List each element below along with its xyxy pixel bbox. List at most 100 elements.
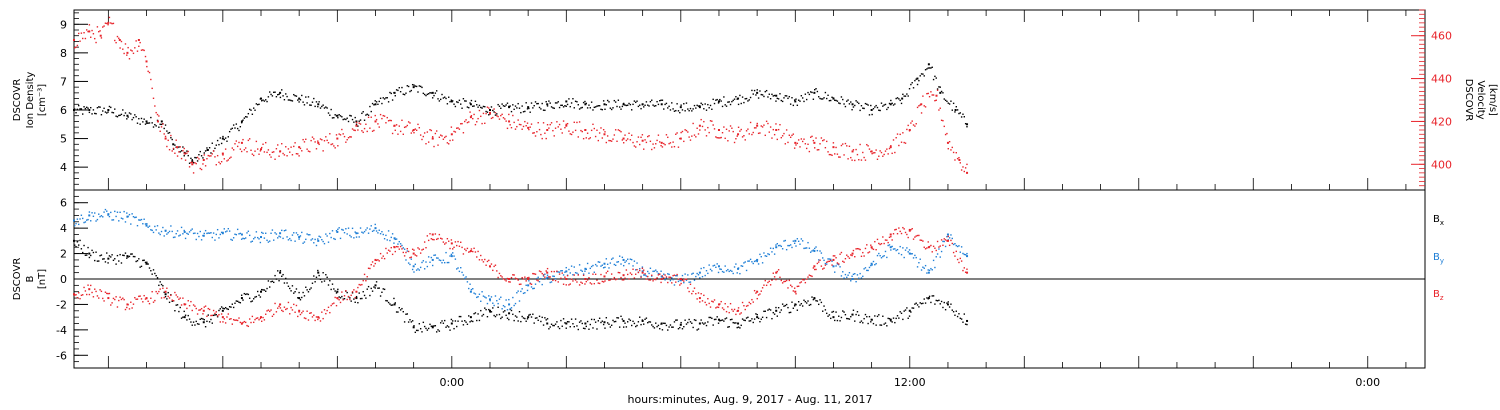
scatter-dot-velocity xyxy=(265,141,267,144)
data-point-Bx xyxy=(431,326,434,329)
scatter-dot-velocity xyxy=(301,150,303,152)
scatter-dot-velocity xyxy=(898,144,900,147)
scatter-dot-By xyxy=(421,261,423,264)
scatter-dot-By xyxy=(291,234,294,236)
scatter-dot-Bz xyxy=(565,284,567,286)
scatter-dot-Bz xyxy=(135,298,137,300)
scatter-dot-density xyxy=(122,109,124,111)
scatter-dot-By xyxy=(445,251,447,254)
scatter-dot-density xyxy=(733,98,736,100)
scatter-dot-Bz xyxy=(524,276,526,278)
scatter-dot-By xyxy=(206,232,208,235)
scatter-dot-density xyxy=(512,104,514,106)
scatter-dot-velocity xyxy=(375,118,378,121)
scatter-dot-By xyxy=(753,260,756,263)
scatter-dot-Bx xyxy=(485,308,487,311)
scatter-dot-density xyxy=(389,91,391,94)
scatter-dot-Bz xyxy=(564,276,566,278)
scatter-dot-Bz xyxy=(631,273,633,276)
scatter-dot-By xyxy=(168,230,171,233)
scatter-dot-density xyxy=(546,105,549,107)
scatter-dot-velocity xyxy=(351,128,354,130)
scatter-dot-density xyxy=(581,106,583,109)
data-point-Bx xyxy=(737,322,740,325)
scatter-dot-Bz xyxy=(382,255,384,257)
data-point-density xyxy=(126,114,129,117)
scatter-dot-density xyxy=(914,79,916,82)
scatter-dot-Bx xyxy=(326,276,328,278)
scatter-dot-velocity xyxy=(793,147,796,149)
scatter-dot-Bz xyxy=(739,313,741,315)
data-point-Bx xyxy=(126,255,129,258)
scatter-dot-By xyxy=(716,263,718,265)
scatter-dot-density xyxy=(310,104,312,106)
scatter-dot-By xyxy=(295,232,298,234)
scatter-dot-By xyxy=(805,247,808,249)
scatter-dot-density xyxy=(282,95,284,97)
scatter-dot-density xyxy=(681,109,684,111)
scatter-dot-Bx xyxy=(126,257,128,259)
scatter-dot-Bz xyxy=(622,279,625,281)
scatter-dot-velocity xyxy=(785,129,788,131)
scatter-dot-Bx xyxy=(302,291,304,294)
scatter-dot-Bz xyxy=(501,276,503,278)
scatter-dot-Bx xyxy=(524,317,526,320)
scatter-dot-density xyxy=(248,108,251,111)
scatter-dot-density xyxy=(939,86,941,88)
scatter-dot-Bz xyxy=(140,298,143,300)
scatter-dot-Bz xyxy=(114,298,116,301)
scatter-dot-By xyxy=(116,211,119,213)
scatter-dot-Bz xyxy=(236,319,239,322)
scatter-dot-density xyxy=(337,116,339,119)
scatter-dot-Bx xyxy=(560,319,562,322)
scatter-dot-By xyxy=(850,280,852,282)
scatter-dot-density xyxy=(651,99,653,101)
scatter-dot-By xyxy=(831,260,833,262)
scatter-dot-By xyxy=(266,239,268,242)
scatter-dot-Bx xyxy=(867,322,869,325)
scatter-dot-velocity xyxy=(291,154,294,156)
scatter-dot-By xyxy=(108,215,111,218)
scatter-dot-By xyxy=(622,264,625,267)
scatter-dot-density xyxy=(635,101,637,104)
scatter-dot-Bx xyxy=(755,313,757,315)
scatter-dot-Bx xyxy=(565,327,567,329)
scatter-dot-By xyxy=(772,247,774,250)
scatter-dot-density xyxy=(871,113,873,116)
scatter-dot-Bx xyxy=(684,319,686,321)
data-point-velocity xyxy=(99,34,102,37)
scatter-dot-Bx xyxy=(216,316,219,318)
scatter-dot-Bx xyxy=(561,325,563,327)
scatter-dot-density xyxy=(643,106,645,108)
scatter-dot-density xyxy=(918,79,920,82)
scatter-dot-Bx xyxy=(353,298,355,300)
data-point-velocity xyxy=(546,129,549,131)
scatter-dot-Bz xyxy=(337,298,339,300)
data-point-Bz xyxy=(870,246,873,249)
scatter-dot-By xyxy=(148,225,151,227)
scatter-dot-velocity xyxy=(558,123,561,126)
scatter-dot-Bx xyxy=(585,325,587,328)
scatter-dot-Bx xyxy=(330,288,332,291)
scatter-dot-velocity xyxy=(410,132,413,134)
scatter-dot-By xyxy=(366,227,368,229)
scatter-dot-By xyxy=(96,218,99,221)
scatter-dot-By xyxy=(403,248,406,250)
scatter-dot-Bz xyxy=(488,259,490,262)
scatter-dot-Bx xyxy=(920,302,923,305)
scatter-dot-Bz xyxy=(661,275,664,277)
scatter-dot-By xyxy=(836,263,839,265)
scatter-dot-velocity xyxy=(314,141,316,143)
scatter-dot-Bx xyxy=(768,308,770,310)
scatter-dot-velocity xyxy=(358,122,360,124)
scatter-dot-By xyxy=(557,271,559,273)
data-point-Bx xyxy=(469,316,472,319)
scatter-dot-density xyxy=(443,96,446,98)
scatter-dot-Bx xyxy=(363,294,366,297)
scatter-dot-density xyxy=(78,104,80,107)
scatter-dot-density xyxy=(943,98,945,100)
scatter-dot-density xyxy=(577,104,579,106)
scatter-dot-Bz xyxy=(598,282,601,285)
scatter-dot-density xyxy=(509,105,511,107)
scatter-dot-Bx xyxy=(940,300,943,303)
